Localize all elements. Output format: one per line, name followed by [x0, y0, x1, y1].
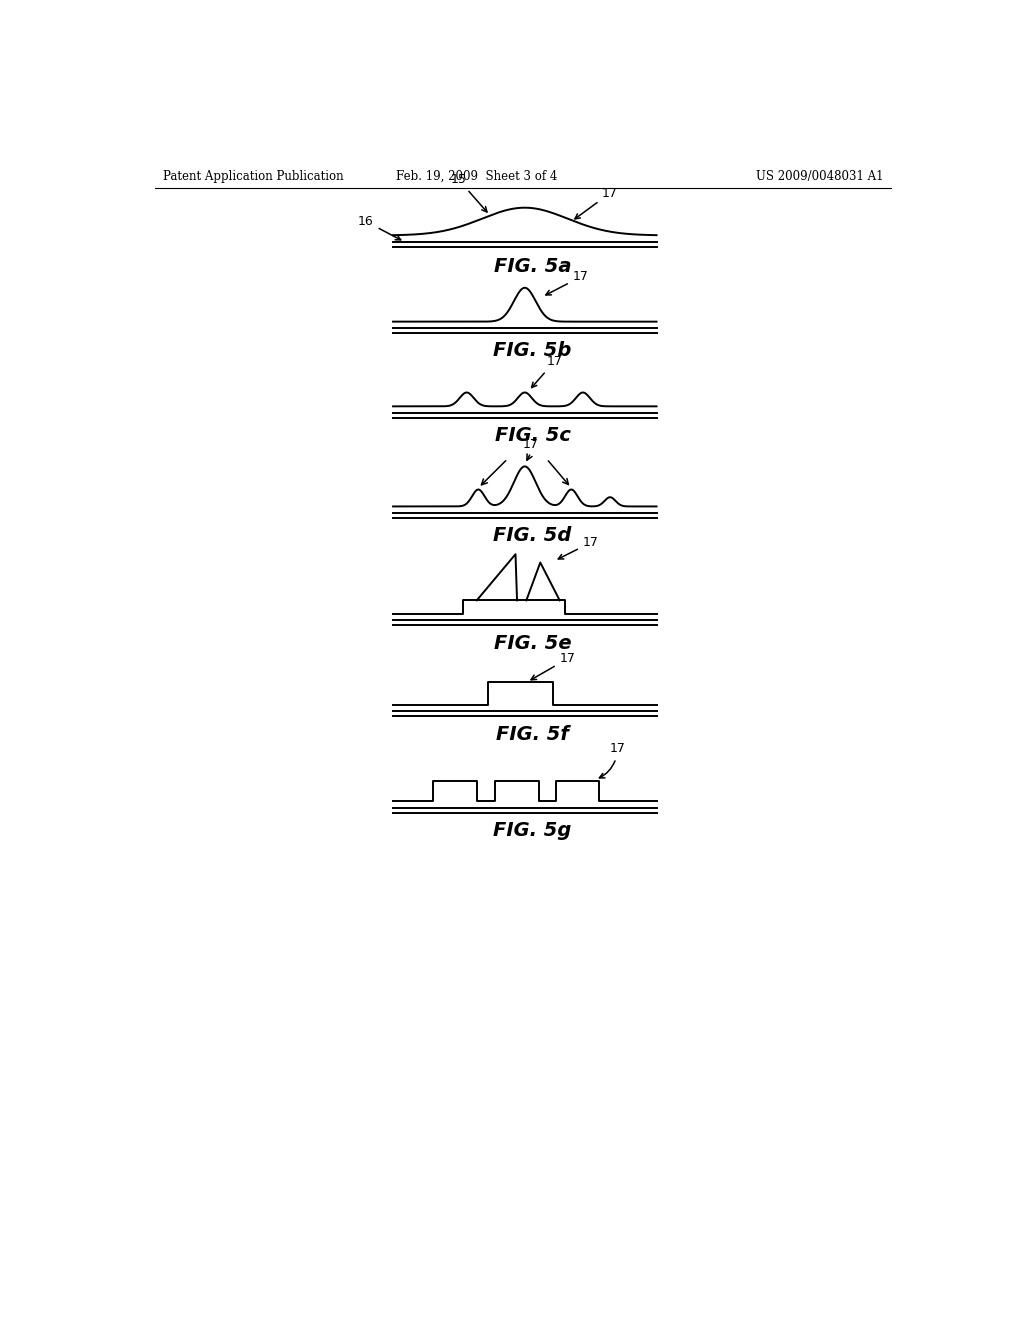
- Text: 15: 15: [451, 173, 487, 213]
- Text: 17: 17: [558, 536, 599, 558]
- Text: US 2009/0048031 A1: US 2009/0048031 A1: [756, 170, 884, 183]
- Text: 17: 17: [523, 438, 539, 451]
- Text: FIG. 5g: FIG. 5g: [494, 821, 571, 840]
- Text: 17: 17: [531, 652, 575, 680]
- Text: 17: 17: [531, 355, 562, 388]
- Text: FIG. 5b: FIG. 5b: [494, 342, 571, 360]
- Text: 16: 16: [358, 215, 400, 240]
- Text: Patent Application Publication: Patent Application Publication: [163, 170, 343, 183]
- Text: Feb. 19, 2009  Sheet 3 of 4: Feb. 19, 2009 Sheet 3 of 4: [396, 170, 557, 183]
- Text: FIG. 5e: FIG. 5e: [494, 634, 571, 653]
- Text: FIG. 5a: FIG. 5a: [494, 256, 571, 276]
- Text: FIG. 5c: FIG. 5c: [495, 426, 570, 445]
- Text: 17: 17: [546, 271, 589, 294]
- Text: 17: 17: [599, 742, 626, 777]
- Text: FIG. 5f: FIG. 5f: [496, 725, 569, 744]
- Text: FIG. 5d: FIG. 5d: [494, 527, 571, 545]
- Text: 17: 17: [574, 186, 618, 219]
